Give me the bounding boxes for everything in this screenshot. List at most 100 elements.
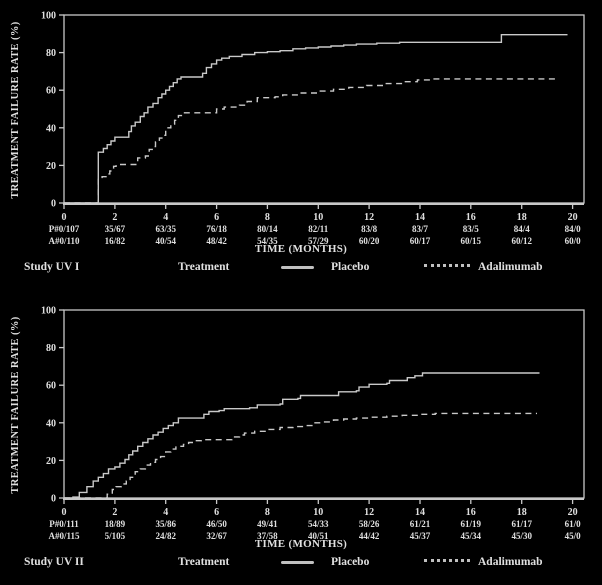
at-risk-adalimumab: 45/30 <box>511 531 532 541</box>
at-risk-placebo: 80/14 <box>257 224 278 234</box>
y-tick-label: 60 <box>46 86 56 97</box>
y-tick-label: 40 <box>46 418 56 429</box>
at-risk-placebo: 18/89 <box>105 519 126 529</box>
dotted-line-swatch <box>424 264 470 267</box>
uv2-plot-svg: 0204060801000P#0/111A#0/115218/895/10543… <box>41 306 585 541</box>
at-risk-placebo: 35/67 <box>105 224 126 234</box>
at-risk-placebo: 61/17 <box>511 519 532 529</box>
x-tick-label: 18 <box>517 507 527 518</box>
uv2-y-axis-label: TREATMENT FAILURE RATE (%) <box>10 316 21 494</box>
at-risk-placebo: P#0/107 <box>49 224 80 234</box>
x-tick-label: 20 <box>568 507 578 518</box>
series-adalimumab <box>64 412 537 499</box>
at-risk-placebo: 61/21 <box>410 519 431 529</box>
uv1-plot-svg: 0204060801000P#0/107A#0/110235/6716/8246… <box>41 11 585 246</box>
at-risk-placebo: 61/0 <box>565 519 582 529</box>
y-axis-ticks: 0 20 40 60 80 100 <box>41 11 64 210</box>
x-tick-label: 14 <box>415 212 425 223</box>
at-risk-placebo: 54/33 <box>308 519 329 529</box>
y-axis-ticks: 0 20 40 60 80 100 <box>41 306 64 505</box>
at-risk-adalimumab: 60/12 <box>511 236 532 246</box>
y-tick-label: 100 <box>41 306 56 317</box>
y-tick-label: 80 <box>46 48 56 59</box>
x-tick-label: 4 <box>163 507 168 518</box>
x-axis-ticks: 0P#0/107 A#0/110 235/67 16/82 463/35 40/54 676… <box>48 204 581 246</box>
chart-panel-study-uv2: 0 20 40 60 80 100 0 P#0/111 A#0/115 2 18/89 5/105 4 3… <box>0 295 602 585</box>
x-tick-label: 14 <box>415 507 425 518</box>
y-tick-label: 0 <box>51 199 56 210</box>
at-risk-adalimumab: 24/82 <box>155 531 176 541</box>
y-tick-label: 20 <box>46 161 56 172</box>
x-tick-label: 16 <box>466 212 476 223</box>
at-risk-adalimumab: 32/67 <box>206 531 227 541</box>
solid-line-swatch <box>281 561 314 564</box>
at-risk-adalimumab: 45/0 <box>565 531 582 541</box>
at-risk-placebo: 84/0 <box>565 224 582 234</box>
uv1-y-axis-label: TREATMENT FAILURE RATE (%) <box>10 21 21 199</box>
at-risk-placebo: 76/18 <box>206 224 227 234</box>
x-tick-label: 20 <box>568 212 578 223</box>
x-tick-label: 4 <box>163 212 168 223</box>
y-tick-label: 80 <box>46 343 56 354</box>
series-placebo <box>64 372 540 499</box>
y-tick-label: 40 <box>46 123 56 134</box>
at-risk-adalimumab: 37/58 <box>257 531 278 541</box>
at-risk-adalimumab: 54/35 <box>257 236 278 246</box>
at-risk-placebo: 46/50 <box>206 519 227 529</box>
at-risk-placebo: 83/8 <box>361 224 378 234</box>
at-risk-placebo: 83/7 <box>412 224 429 234</box>
x-tick-label: 2 <box>112 212 117 223</box>
at-risk-placebo: 61/19 <box>461 519 482 529</box>
at-risk-adalimumab: 48/42 <box>206 236 227 246</box>
at-risk-adalimumab: 40/51 <box>308 531 329 541</box>
dotted-line-swatch <box>424 559 470 562</box>
at-risk-adalimumab: 45/34 <box>461 531 482 541</box>
at-risk-placebo: 58/26 <box>359 519 380 529</box>
uv2-legend-adalimumab-label: Adalimumab <box>478 556 543 568</box>
series-adalimumab <box>64 78 558 204</box>
x-tick-label: 12 <box>364 507 374 518</box>
x-tick-label: 16 <box>466 507 476 518</box>
at-risk-placebo: 49/41 <box>257 519 278 529</box>
x-axis-ticks: 0P#0/111 A#0/115 218/89 5/105 435/86 24/82 646… <box>48 499 581 541</box>
at-risk-placebo: 83/5 <box>463 224 480 234</box>
uv2-legend: Study UV II Treatment Placebo Adalimumab <box>0 553 602 573</box>
uv1-study-title: Study UV I <box>24 261 80 273</box>
at-risk-adalimumab: A#0/110 <box>48 236 80 246</box>
uv2-x-axis-label: TIME (MONTHS) <box>254 538 348 550</box>
x-tick-label: 6 <box>214 212 219 223</box>
x-tick-label: 0 <box>62 212 67 223</box>
x-tick-label: 8 <box>265 507 270 518</box>
plot-border <box>63 14 585 204</box>
uv2-legend-placebo-label: Placebo <box>331 556 370 568</box>
x-tick-label: 2 <box>112 507 117 518</box>
chart-panel-study-uv1: 0 20 40 60 80 100 0 P#0/107 A#0/110 2 35/67 16/82 4 6… <box>0 0 602 290</box>
at-risk-adalimumab: 60/0 <box>565 236 582 246</box>
x-tick-label: 0 <box>62 507 67 518</box>
at-risk-adalimumab: 16/82 <box>105 236 126 246</box>
at-risk-adalimumab: 60/17 <box>410 236 431 246</box>
plot-border <box>63 309 585 499</box>
y-tick-label: 0 <box>51 494 56 505</box>
y-tick-label: 20 <box>46 456 56 467</box>
at-risk-adalimumab: 40/54 <box>155 236 176 246</box>
x-tick-label: 18 <box>517 212 527 223</box>
at-risk-adalimumab: 57/29 <box>308 236 329 246</box>
at-risk-adalimumab: 45/37 <box>410 531 431 541</box>
uv1-legend: Study UV I Treatment Placebo Adalimumab <box>0 258 602 278</box>
at-risk-placebo: 82/11 <box>308 224 329 234</box>
at-risk-placebo: P#0/111 <box>49 519 79 529</box>
x-tick-label: 10 <box>313 507 323 518</box>
y-tick-label: 60 <box>46 381 56 392</box>
series-placebo <box>64 34 568 204</box>
y-tick-label: 100 <box>41 11 56 22</box>
uv2-legend-heading: Treatment <box>178 556 230 568</box>
at-risk-adalimumab: A#0/115 <box>48 531 80 541</box>
x-tick-label: 6 <box>214 507 219 518</box>
at-risk-placebo: 63/35 <box>155 224 176 234</box>
uv1-legend-heading: Treatment <box>178 261 230 273</box>
at-risk-placebo: 35/86 <box>155 519 176 529</box>
x-tick-label: 12 <box>364 212 374 223</box>
at-risk-adalimumab: 5/105 <box>105 531 126 541</box>
